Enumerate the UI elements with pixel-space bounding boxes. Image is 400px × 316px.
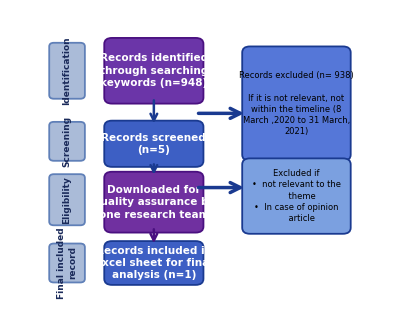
Text: Identification: Identification: [62, 36, 72, 105]
Text: Records identified
through searching
keywords (n=948): Records identified through searching key…: [100, 53, 208, 88]
FancyBboxPatch shape: [49, 244, 85, 283]
FancyBboxPatch shape: [104, 38, 204, 104]
FancyBboxPatch shape: [49, 174, 85, 225]
Text: Records excluded (n= 938)

If it is not relevant, not
within the timeline (8
Mar: Records excluded (n= 938) If it is not r…: [239, 71, 354, 136]
FancyBboxPatch shape: [49, 43, 85, 99]
Text: Screening: Screening: [62, 116, 72, 167]
Text: Downloaded for
quality assurance by
one research team: Downloaded for quality assurance by one …: [93, 185, 215, 220]
FancyBboxPatch shape: [242, 46, 351, 161]
Text: Records included in
excel sheet for final
analysis (n=1): Records included in excel sheet for fina…: [95, 246, 213, 280]
Text: Eligibility: Eligibility: [62, 176, 72, 224]
FancyBboxPatch shape: [49, 122, 85, 161]
Text: Excluded if
•  not relevant to the
    theme
•  In case of opinion
    article: Excluded if • not relevant to the theme …: [252, 169, 341, 223]
FancyBboxPatch shape: [242, 158, 351, 234]
Text: Final included
record: Final included record: [57, 227, 77, 299]
Text: Records screened
(n=5): Records screened (n=5): [102, 133, 206, 155]
FancyBboxPatch shape: [104, 121, 204, 167]
FancyBboxPatch shape: [104, 172, 204, 233]
FancyBboxPatch shape: [104, 241, 204, 285]
